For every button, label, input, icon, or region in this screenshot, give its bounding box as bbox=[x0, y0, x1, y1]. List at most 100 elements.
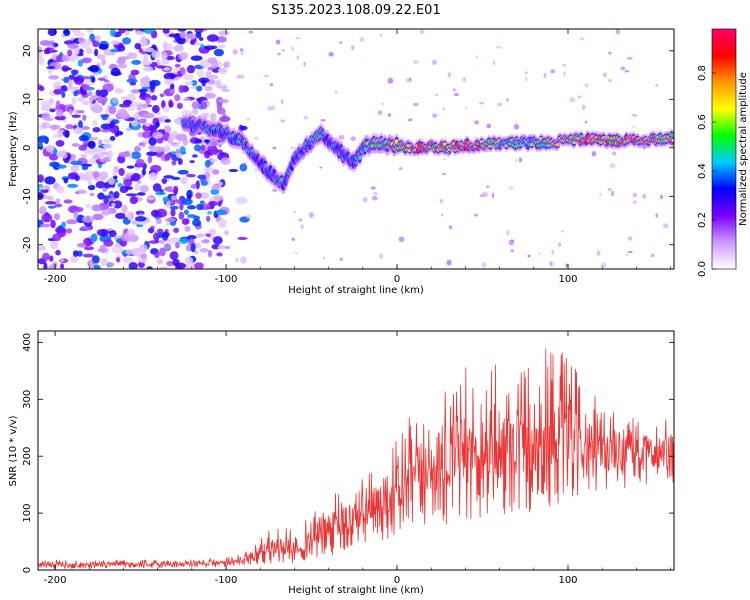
spectrogram-noise-mark bbox=[549, 260, 554, 267]
spectrogram-noise-mark bbox=[513, 123, 520, 130]
spectrogram-noise-mark bbox=[591, 151, 597, 157]
spectrogram-noise-mark bbox=[70, 255, 79, 263]
spectrogram-noise-mark bbox=[236, 74, 245, 79]
spectrogram-noise-mark bbox=[117, 44, 126, 52]
spectrogram-noise-mark bbox=[82, 253, 94, 258]
spectrogram-noise-mark bbox=[208, 75, 219, 80]
spectrogram-noise-mark bbox=[569, 96, 576, 103]
spectrogram-noise-mark bbox=[184, 256, 194, 265]
spectrogram-noise-mark bbox=[88, 96, 94, 103]
spectrogram-image bbox=[38, 29, 674, 269]
spectrogram-noise-mark bbox=[235, 257, 239, 263]
spectrogram-noise-mark bbox=[146, 196, 156, 201]
spectrogram-noise-mark bbox=[139, 243, 148, 253]
spectrogram-noise-mark bbox=[300, 224, 304, 230]
spectrogram-noise-mark bbox=[126, 165, 135, 169]
spectrogram-ridge-mark bbox=[671, 138, 674, 143]
spectrogram-noise-mark bbox=[170, 68, 182, 72]
spectrogram-noise-mark bbox=[446, 259, 452, 266]
spectrogram-noise-mark bbox=[291, 237, 296, 241]
spectrogram-noise-mark bbox=[205, 215, 211, 222]
spectrogram-noise-mark bbox=[68, 108, 73, 115]
spectrogram-noise-mark bbox=[92, 119, 98, 127]
spectrogram-noise-mark bbox=[171, 176, 181, 181]
snr-y-ticks: 0 100 200 300 400 bbox=[22, 333, 674, 573]
spectrogram-noise-mark bbox=[110, 40, 120, 45]
spectrogram-noise-mark bbox=[170, 195, 178, 201]
spectrogram-noise-mark bbox=[115, 212, 126, 220]
spectrogram-noise-mark bbox=[275, 39, 281, 45]
spectrogram-noise-mark bbox=[362, 197, 368, 203]
spectrogram-noise-mark bbox=[479, 102, 485, 105]
y-tick-label: 100 bbox=[22, 504, 33, 523]
spectrogram-noise-mark bbox=[216, 107, 226, 115]
spectrogram-noise-mark bbox=[280, 119, 286, 123]
spectrogram-noise-mark bbox=[171, 160, 177, 166]
spectrogram-noise-mark bbox=[409, 77, 412, 81]
spectrogram-noise-mark bbox=[280, 99, 284, 105]
spectrogram-noise-mark bbox=[158, 266, 169, 269]
spectrogram-noise-mark bbox=[190, 55, 203, 61]
spectrogram-noise-mark bbox=[38, 46, 43, 54]
spectrogram-noise-mark bbox=[60, 85, 68, 92]
spectrogram-noise-mark bbox=[92, 93, 98, 100]
spectrogram-noise-mark bbox=[94, 35, 101, 42]
spectrogram-noise-mark bbox=[359, 37, 365, 43]
spectrogram-noise-mark bbox=[70, 160, 83, 166]
spectrogram-noise-mark bbox=[73, 210, 79, 220]
spectrogram-noise-mark bbox=[61, 65, 69, 72]
spectrogram-noise-mark bbox=[44, 201, 57, 205]
spectrogram-noise-mark bbox=[139, 83, 150, 88]
spectrogram-noise-mark bbox=[109, 121, 115, 129]
spectrogram-noise-mark bbox=[609, 163, 616, 169]
spectrogram-noise-mark bbox=[475, 55, 478, 59]
spectrogram-noise-mark bbox=[156, 258, 164, 265]
spectrogram-noise-mark bbox=[71, 114, 81, 118]
spectrogram-noise-mark bbox=[161, 178, 168, 184]
spectrogram-noise-mark bbox=[130, 69, 140, 76]
spectrogram-noise-mark bbox=[113, 165, 119, 174]
spectrogram-noise-mark bbox=[85, 46, 93, 55]
spectrogram-noise-mark bbox=[266, 106, 273, 111]
spectrogram-noise-mark bbox=[432, 59, 437, 65]
spectrogram-noise-mark bbox=[77, 250, 83, 257]
spectrogram-noise-mark bbox=[246, 117, 250, 121]
spectrogram-noise-mark bbox=[199, 200, 205, 204]
spectrogram-noise-mark bbox=[98, 139, 103, 146]
spectrogram-noise-mark bbox=[78, 144, 88, 151]
spectrogram-noise-mark bbox=[319, 166, 323, 169]
spectrogram-noise-mark bbox=[91, 104, 104, 114]
spectrogram-noise-mark bbox=[91, 204, 103, 212]
spectrogram-noise-mark bbox=[481, 262, 487, 268]
spectrogram-noise-mark bbox=[239, 48, 244, 52]
spectrogram-noise-mark bbox=[196, 203, 204, 211]
spectrogram-noise-mark bbox=[508, 186, 514, 190]
spectrogram-noise-mark bbox=[607, 187, 612, 191]
spectrogram-noise-mark bbox=[190, 243, 196, 253]
spectrogram-noise-mark bbox=[185, 33, 196, 40]
spectrogram-noise-mark bbox=[68, 74, 75, 80]
spectrogram-noise-mark bbox=[175, 148, 181, 154]
spectrogram-noise-mark bbox=[67, 183, 79, 188]
spectrogram-noise-mark bbox=[47, 29, 57, 37]
spectrogram-noise-mark bbox=[155, 121, 160, 128]
spectrogram-noise-mark bbox=[82, 76, 91, 80]
spectrogram-noise-mark bbox=[398, 167, 403, 171]
spectrogram-noise-mark bbox=[192, 154, 198, 158]
spectrogram-noise-mark bbox=[141, 142, 146, 148]
spectrogram-noise-mark bbox=[496, 102, 502, 107]
snr-x-ticks: -200 -100 0 100 bbox=[44, 331, 671, 586]
spectrogram-noise-mark bbox=[129, 81, 137, 86]
spectrogram-noise-mark bbox=[60, 263, 65, 269]
spectrogram-noise-mark bbox=[370, 186, 376, 190]
spectrogram-noise-mark bbox=[170, 144, 183, 148]
spectrogram-noise-mark bbox=[147, 227, 155, 234]
spectrogram-noise-mark bbox=[117, 63, 128, 69]
spectrogram-noise-mark bbox=[102, 143, 114, 149]
spectrogram-noise-mark bbox=[192, 218, 202, 227]
spectrogram-noise-mark bbox=[52, 134, 59, 139]
spectrogram-noise-mark bbox=[551, 249, 555, 255]
colorbar-tick-label: 0.4 bbox=[697, 163, 708, 179]
spectrogram-noise-mark bbox=[100, 129, 112, 133]
